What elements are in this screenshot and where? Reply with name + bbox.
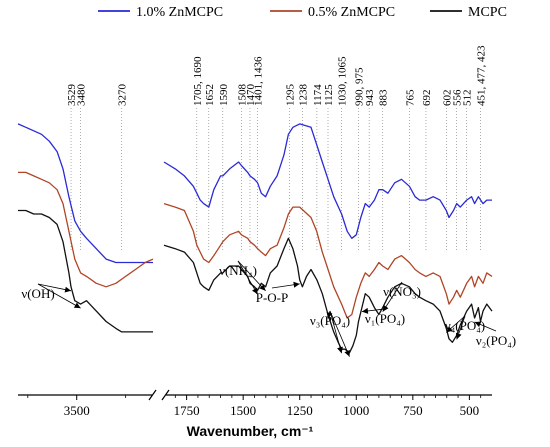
series-line-0-5-znmcpc — [163, 202, 493, 319]
peak-label: 883 — [378, 89, 390, 106]
peak-label: 1238 — [297, 84, 309, 107]
x-tick-label: 1500 — [230, 403, 256, 418]
axis-break-mark — [161, 389, 170, 401]
band-annotations: ν(OH) ν(NH₄) P-O-P ν₃(PO₄) ν₁(PO₄) ν(NO₃) ν₄(P… — [21, 260, 516, 357]
peak-label: 512 — [462, 90, 474, 107]
annotation-label: ν₄(PO₄) — [445, 318, 485, 333]
series-line-0-5-znmcpc — [18, 171, 154, 288]
peak-label: 451, 477, 423 — [475, 45, 487, 106]
series-line-1-0-znmcpc — [163, 123, 492, 239]
peak-label: 1125 — [323, 84, 335, 106]
peak-label: 692 — [421, 90, 433, 107]
peak-label: 1295 — [285, 84, 297, 107]
peak-label: 3480 — [76, 84, 88, 107]
annotation-arrowhead — [337, 346, 343, 354]
x-tick-label: 1250 — [287, 403, 313, 418]
peak-label: 602 — [441, 90, 453, 107]
peak-label: 1030, 1065 — [337, 56, 349, 106]
annotation-arrowhead — [382, 304, 389, 312]
x-tick-label: 1000 — [343, 403, 369, 418]
peak-label: 1705, 1690 — [192, 56, 204, 106]
x-tick-label: 500 — [460, 403, 480, 418]
annotation-label: ν(NH₄) — [219, 263, 257, 278]
peak-label: 1470 — [245, 84, 257, 107]
annotation-arrow — [329, 310, 350, 357]
annotation-arrow — [237, 260, 258, 295]
annotation-arrowhead — [361, 307, 369, 314]
x-tick-label: 750 — [403, 403, 423, 418]
annotation-arrowhead — [259, 284, 266, 291]
annotation-arrowhead — [474, 321, 482, 328]
peak-label: 1508 — [236, 84, 248, 107]
annotation-label: ν₁(PO₄) — [365, 311, 405, 326]
x-tick-label: 1750 — [174, 403, 200, 418]
annotation-arrowhead — [293, 281, 300, 288]
series-line-1-0-znmcpc — [17, 123, 153, 264]
annotation-label: ν₂(PO₄) — [476, 333, 516, 348]
peak-label: 990, 975 — [354, 67, 366, 106]
annotation-arrowhead — [73, 302, 81, 309]
annotation-arrow — [237, 260, 266, 292]
annotation-arrowhead — [446, 326, 453, 333]
peak-label: 1590 — [218, 84, 230, 107]
annotation-label: ν(NO₃) — [383, 284, 421, 299]
x-tick-label: 3500 — [64, 403, 90, 418]
x-axis: 3500 1750 1500 1250 1000 750 500 — [18, 389, 492, 418]
peak-label: 3270 — [117, 84, 129, 107]
legend: 1.0% ZnMCPC 0.5% ZnMCPC MCPC — [98, 5, 507, 20]
annotation-arrowhead — [64, 286, 72, 293]
peak-label: 1652 — [204, 84, 216, 106]
series-lines — [17, 123, 493, 354]
x-axis-title: Wavenumber, cm⁻¹ — [187, 423, 314, 439]
series-line-mcpc — [18, 209, 153, 333]
peak-label: 3529 — [66, 84, 78, 107]
annotation-arrowhead — [252, 287, 258, 295]
peak-label: 1401, 1436 — [253, 56, 265, 106]
annotation-label: P-O-P — [256, 290, 289, 305]
peak-label: 765 — [404, 89, 416, 106]
axis-break-mark — [148, 389, 157, 401]
annotation-label: ν(OH) — [21, 286, 54, 301]
peak-label: 556 — [452, 89, 464, 106]
peak-label: 1174 — [312, 84, 324, 106]
annotation-arrow — [37, 283, 81, 309]
annotation-arrowhead — [455, 332, 462, 340]
legend-label: 0.5% ZnMCPC — [308, 5, 395, 20]
annotation-arrow — [329, 310, 342, 354]
peak-label: 943 — [364, 89, 376, 106]
legend-label: 1.0% ZnMCPC — [136, 5, 223, 20]
annotation-label: ν₃(PO₄) — [310, 313, 350, 328]
legend-label: MCPC — [468, 5, 507, 20]
annotation-arrowhead — [344, 350, 350, 357]
